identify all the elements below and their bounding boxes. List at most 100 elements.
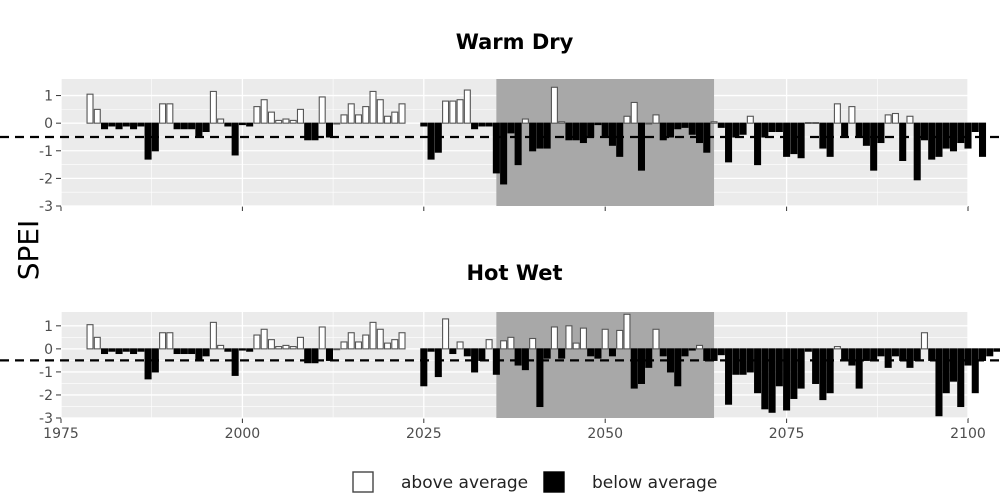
highlight-period	[496, 79, 715, 206]
bar	[906, 348, 914, 368]
bar	[166, 332, 174, 350]
bar	[304, 122, 312, 141]
bar	[587, 122, 595, 138]
bar	[209, 321, 217, 350]
bar	[688, 348, 696, 351]
bar	[376, 328, 384, 350]
y-tick-label: -2	[39, 171, 53, 187]
bar	[630, 101, 638, 124]
bar	[870, 348, 878, 361]
panels-layer: Warm Dry -3 -2 -1 0 1 Hot Wet 1975 2000 2025 2050 2…	[0, 30, 1000, 442]
bar	[681, 122, 689, 128]
bar	[696, 122, 704, 144]
x-tick-label: 2075	[769, 426, 805, 442]
series-historical	[86, 90, 406, 160]
bar	[579, 122, 587, 144]
bar	[928, 122, 936, 160]
bar	[543, 122, 551, 149]
bar	[246, 122, 254, 127]
bar	[957, 348, 965, 408]
y-axis-label: SPEI	[12, 220, 45, 281]
bar	[833, 103, 841, 124]
bar	[173, 122, 181, 130]
bar	[253, 334, 261, 350]
bar	[637, 348, 646, 384]
bar	[253, 106, 261, 124]
y-tick-label: -1	[39, 365, 53, 381]
bar	[434, 348, 442, 378]
bar	[289, 119, 297, 124]
bar	[267, 339, 275, 350]
y-tick-label: 0	[44, 342, 53, 358]
y-tick-label: -3	[39, 411, 53, 427]
bar	[449, 100, 457, 124]
bar	[848, 106, 856, 124]
bar	[739, 348, 747, 375]
bar	[754, 122, 762, 166]
bar	[877, 348, 885, 357]
bar	[942, 122, 950, 149]
legend: above average below average	[352, 471, 717, 493]
bar	[224, 348, 232, 352]
bar	[115, 122, 123, 130]
bar	[311, 122, 319, 141]
bar	[572, 122, 580, 141]
bar	[427, 348, 435, 352]
bar	[558, 121, 566, 124]
bar	[637, 122, 646, 171]
bar	[841, 348, 849, 361]
bar	[732, 348, 740, 375]
bar	[913, 348, 921, 361]
bar	[159, 103, 167, 124]
bar	[224, 122, 232, 127]
bar	[478, 348, 486, 361]
bar	[296, 336, 304, 350]
panel-title: Hot Wet	[466, 261, 562, 285]
bar	[550, 86, 558, 124]
bar	[195, 348, 203, 361]
y-tick-label: 1	[44, 319, 53, 335]
bar	[188, 122, 196, 130]
bar	[833, 346, 841, 350]
bar	[826, 348, 834, 394]
bar	[797, 122, 805, 159]
bar	[768, 348, 776, 413]
bar	[703, 348, 711, 361]
bar	[137, 348, 145, 352]
bar	[986, 348, 994, 357]
panel-title: Warm Dry	[456, 30, 574, 54]
bar	[144, 122, 152, 160]
bar	[362, 334, 370, 350]
bar	[166, 103, 174, 124]
bar	[202, 122, 210, 133]
bar	[354, 341, 363, 350]
bar	[347, 103, 355, 124]
bar	[594, 122, 602, 126]
bar	[681, 348, 689, 357]
bar	[601, 122, 609, 138]
y-tick-label: -3	[39, 199, 53, 215]
bar	[521, 348, 529, 371]
bar	[906, 115, 914, 124]
bar	[318, 96, 326, 124]
bar	[347, 332, 355, 350]
bar	[369, 321, 377, 350]
y-tick-label: -2	[39, 388, 53, 404]
bar	[500, 340, 508, 350]
bar	[217, 344, 225, 350]
bar	[848, 348, 856, 366]
bar	[572, 342, 580, 350]
bar	[645, 348, 653, 368]
bar	[594, 348, 602, 359]
bar	[101, 348, 109, 355]
bar	[862, 348, 870, 361]
bar	[819, 348, 827, 401]
bar	[275, 346, 283, 350]
bar	[928, 348, 936, 361]
bar	[115, 348, 123, 355]
bar	[826, 122, 834, 157]
bar	[877, 122, 885, 144]
bar	[812, 348, 820, 384]
y-tick-label: -1	[39, 144, 53, 160]
bar	[608, 348, 616, 357]
